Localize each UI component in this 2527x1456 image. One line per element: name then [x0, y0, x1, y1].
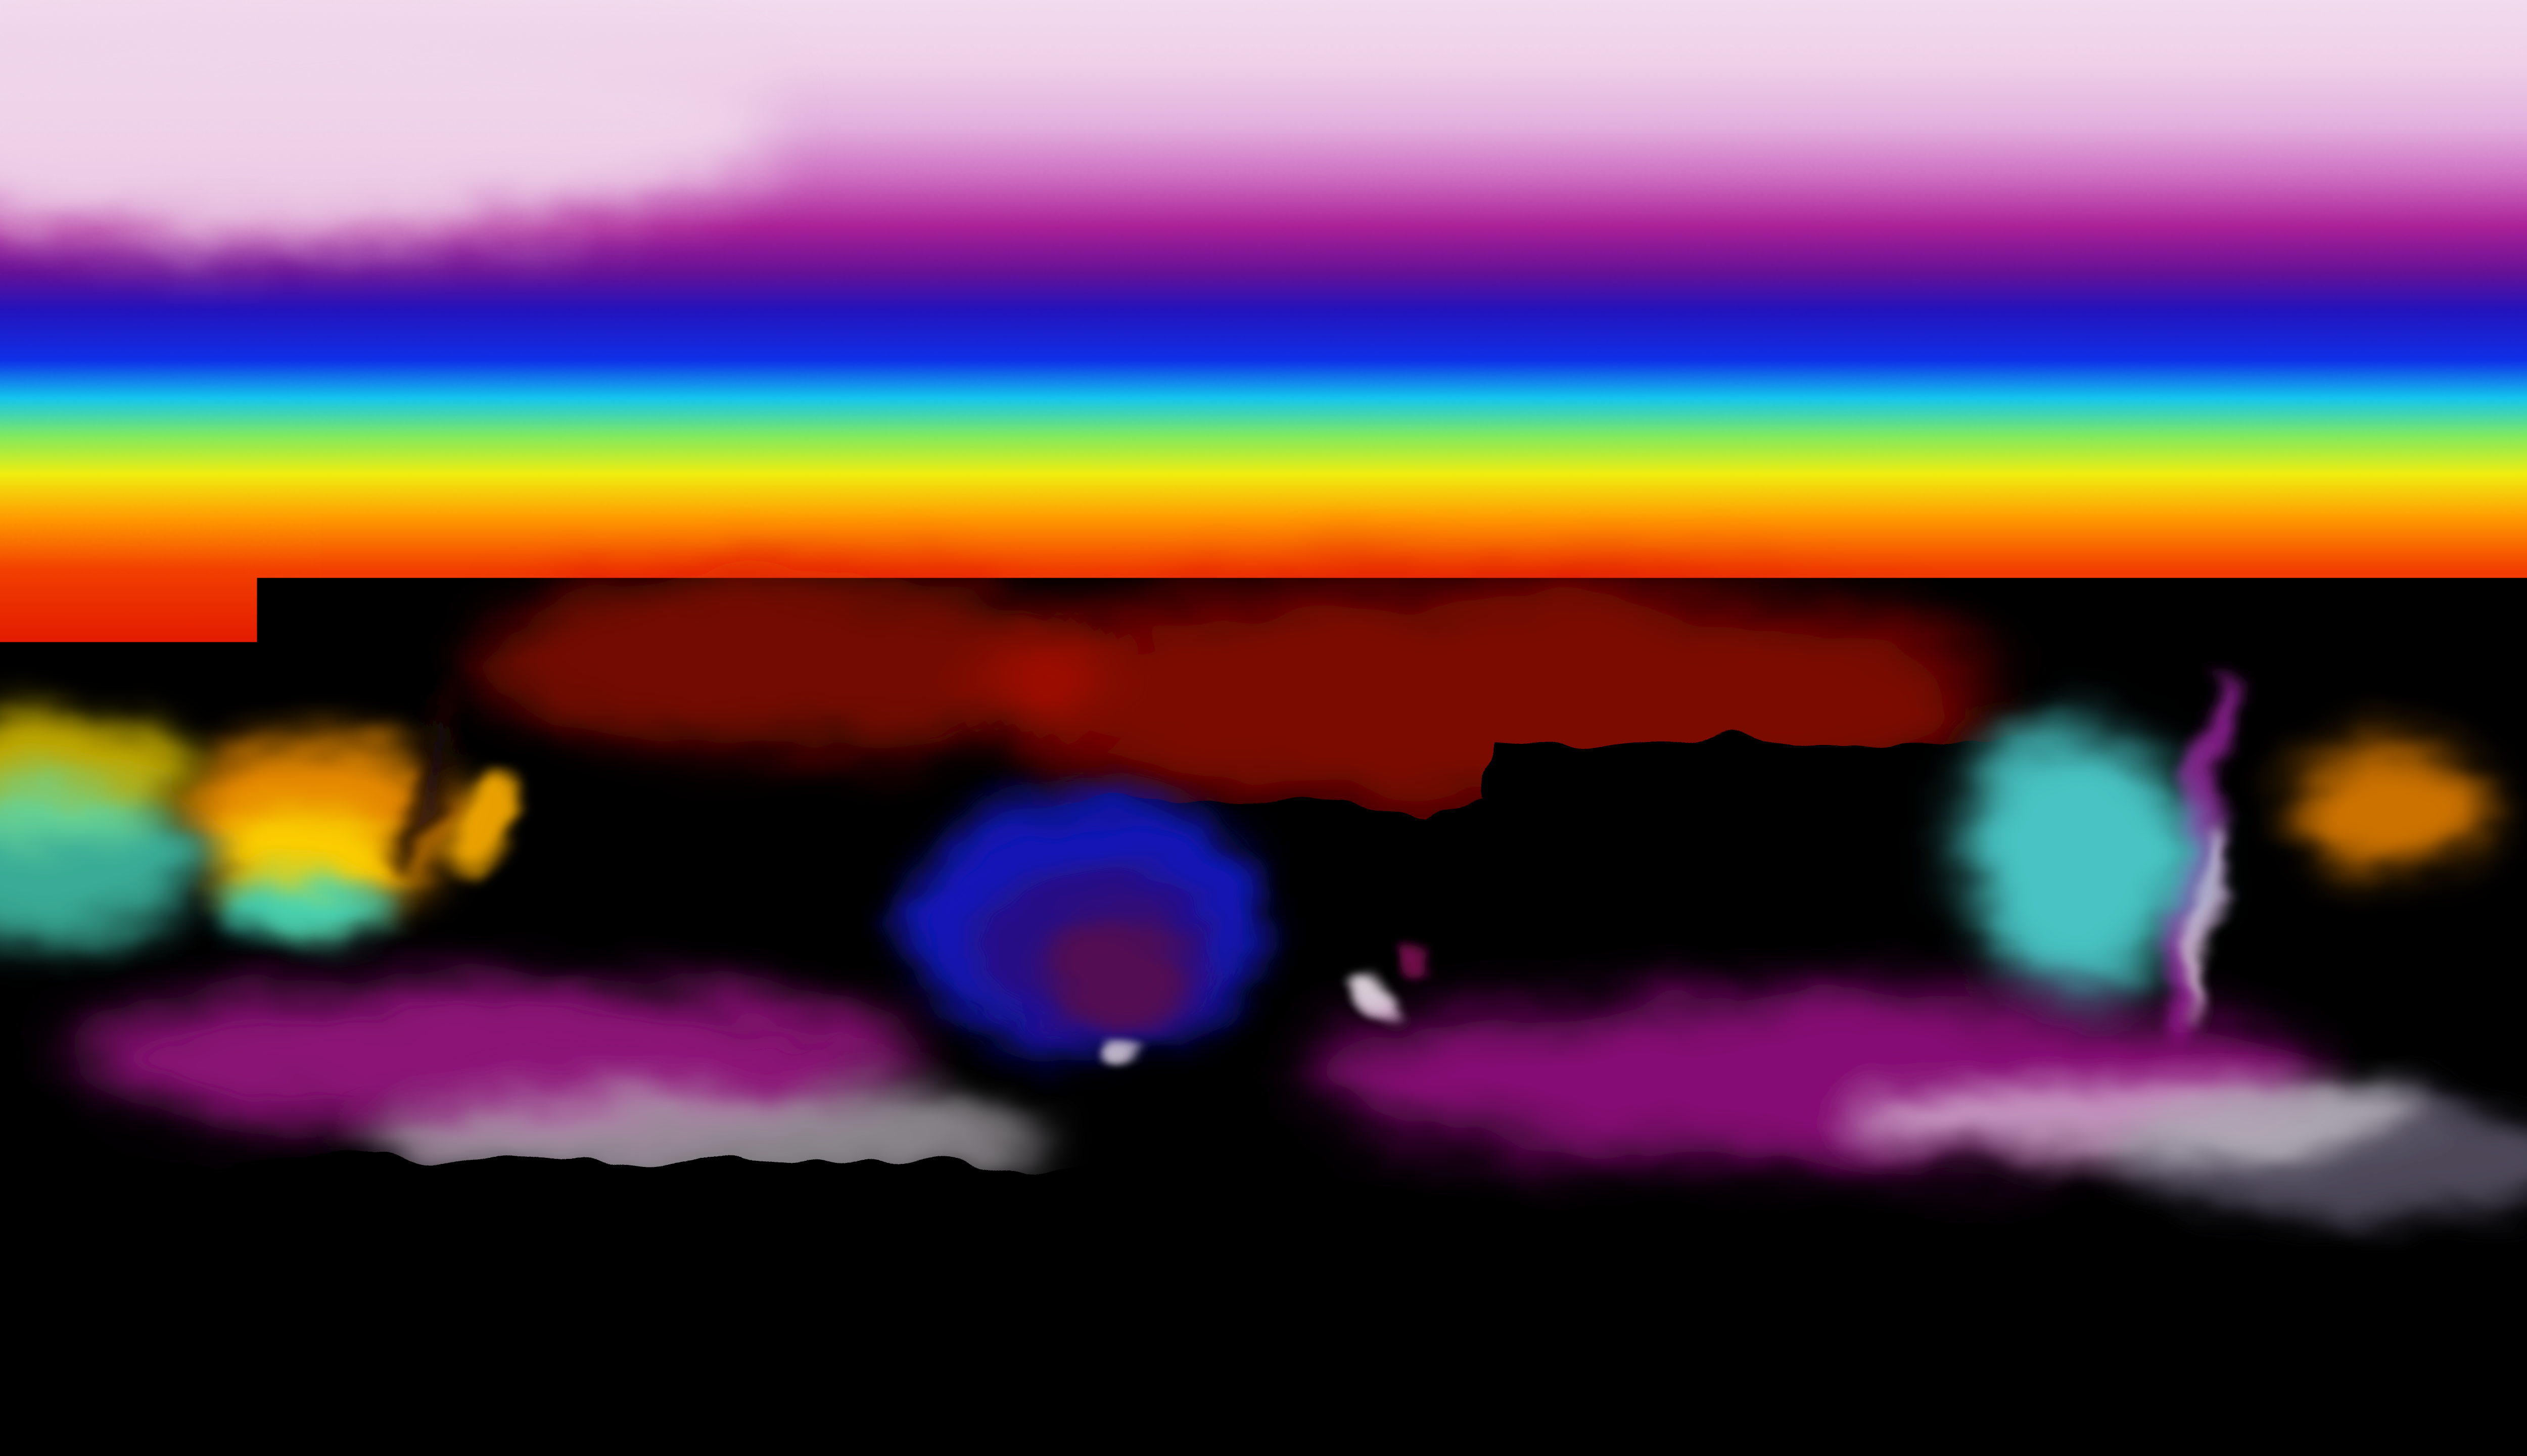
- global-map-visualization: [0, 0, 2527, 1264]
- world-map-canvas: [0, 0, 2527, 1264]
- noise-texture-overlay: [0, 0, 2527, 1264]
